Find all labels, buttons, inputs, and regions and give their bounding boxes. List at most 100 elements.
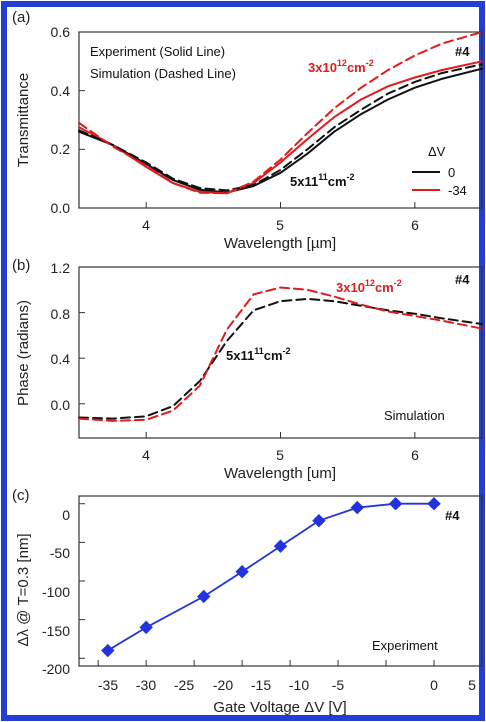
panel-c-xtick-label: -30 [136, 677, 156, 693]
panel-c-xtick-label: 5 [468, 677, 476, 693]
panel-c-label: (c) [12, 487, 30, 504]
panel-b-xtick-label: 6 [411, 447, 419, 463]
panel-b-black-density-unit-exp: -2 [283, 346, 291, 356]
panel-a-red-density: 3x1012cm-2 [308, 58, 374, 75]
panel-b-red-density-base: 3x10 [336, 280, 365, 295]
panel-a-xtick-labels: 4 5 6 [142, 217, 419, 233]
panel-a-xlabel: Wavelength [µm] [224, 235, 336, 252]
panel-b-red-density-unit-exp: -2 [394, 278, 402, 288]
panel-b-corner-label: Simulation [384, 408, 445, 423]
panel-c-data-point [273, 539, 288, 553]
panel-c-data-point [350, 500, 364, 515]
panel-c-ylabel: Δλ @ T=0.3 [nm] [15, 533, 32, 646]
panel-a: (a) 0.0 0.2 0.4 0.6 4 5 6 Wavelength [µm… [12, 9, 483, 252]
panel-a-legend-label-34: -34 [448, 183, 467, 198]
panel-c-xtick-label: -25 [174, 677, 194, 693]
panel-b-series [78, 286, 483, 422]
panel-a-red-density-exp: 12 [337, 58, 347, 68]
panel-a-legend-line2: Simulation (Dashed Line) [90, 66, 236, 81]
panel-b-series-line-0 [78, 297, 483, 420]
panel-c-data-point [139, 620, 153, 635]
panel-a-black-density-unit-exp: -2 [347, 172, 355, 182]
panel-b-ylabel: Phase (radians) [15, 300, 32, 406]
panel-c-xlabel: Gate Voltage ΔV [V] [213, 699, 346, 716]
panel-b-ytick-label: 0.4 [51, 351, 71, 367]
panel-b-ytick-label: 0.0 [51, 397, 71, 413]
panel-c-data-point [101, 643, 115, 658]
panel-c-series-line-0 [106, 502, 435, 652]
panel-a-series-line-3 [78, 31, 483, 195]
panel-c: (c) 0 -50 -100 -150 -200 -35 -30 -25 -20… [12, 487, 483, 716]
panel-a-ytick-label: 0.4 [51, 83, 71, 99]
panel-c-xtick-label: -20 [213, 677, 233, 693]
panel-b-red-density: 3x1012cm-2 [336, 278, 402, 295]
panel-a-legend-line1: Experiment (Solid Line) [90, 44, 225, 59]
panel-a-legend-label-0: 0 [448, 165, 455, 180]
panel-a-series-line-0 [78, 67, 483, 194]
panel-a-ytick-label: 0.2 [51, 141, 71, 157]
panel-b-black-density: 5x1111cm-2 [226, 346, 291, 363]
panel-a-ytick-label: 0.6 [51, 24, 71, 40]
panel-b-black-density-unit: cm [264, 348, 283, 363]
panel-a-xtick-label: 6 [411, 217, 419, 233]
panel-c-ytick-label: -50 [50, 545, 70, 561]
panel-c-ticks [79, 503, 483, 666]
panel-a-series-line-2 [78, 63, 483, 192]
panel-b-ticks [79, 266, 416, 438]
panel-c-ytick-labels: 0 -50 -100 -150 -200 [42, 507, 70, 677]
panel-c-xtick-label: -35 [98, 677, 118, 693]
panel-b-sample-label: #4 [455, 272, 470, 287]
panel-b-black-density-base: 5x11 [226, 348, 254, 363]
panel-c-ytick-label: -100 [42, 584, 70, 600]
panel-a-label: (a) [12, 9, 30, 26]
panel-b-black-density-exp: 11 [254, 346, 264, 356]
panel-c-ytick-label: -150 [42, 623, 70, 639]
panel-a-ylabel: Transmittance [15, 73, 32, 167]
panel-a-ytick-label: 0.0 [51, 200, 71, 216]
panel-b-red-density-exp: 12 [365, 278, 375, 288]
panel-c-sample-label: #4 [445, 508, 460, 523]
panel-a-xtick-label: 4 [142, 217, 150, 233]
panel-c-corner-label: Experiment [372, 638, 438, 653]
panel-a-red-density-unit-exp: -2 [366, 58, 374, 68]
panel-c-xtick-labels: -35 -30 -25 -20 -15 -10 -5 0 5 [98, 677, 476, 693]
panel-a-black-density: 5x1111cm-2 [290, 172, 355, 189]
panel-b-xtick-label: 4 [142, 447, 150, 463]
panel-b-xtick-labels: 4 5 6 [142, 447, 419, 463]
panel-c-data-point [312, 514, 326, 528]
panel-c-data-point [235, 565, 249, 579]
panel-c-ytick-label: -200 [42, 661, 70, 677]
panel-a-ytick-labels: 0.0 0.2 0.4 0.6 [51, 24, 71, 216]
panel-a-black-density-exp: 11 [318, 172, 328, 182]
panel-b-ytick-label: 0.8 [51, 306, 71, 322]
panel-a-red-density-base: 3x10 [308, 60, 337, 75]
panel-a-xtick-label: 5 [276, 217, 284, 233]
panel-b-ytick-labels: 0.0 0.4 0.8 1.2 [51, 260, 71, 413]
panel-c-series [101, 497, 441, 658]
panel-c-data-point [388, 497, 403, 511]
panel-b-ytick-label: 1.2 [51, 260, 71, 276]
panel-a-black-density-unit: cm [328, 174, 347, 189]
panel-a-dv-legend: ΔV 0 -34 [412, 144, 467, 198]
panel-a-black-density-base: 5x11 [290, 174, 318, 189]
panel-a-ticks [79, 31, 416, 209]
panel-c-xtick-label: -10 [289, 677, 309, 693]
panel-c-xtick-label: -5 [332, 677, 345, 693]
panel-b-red-density-unit: cm [375, 280, 394, 295]
panel-a-series [78, 31, 483, 195]
panel-b-xtick-label: 5 [276, 447, 284, 463]
panel-c-ytick-label: 0 [62, 507, 70, 523]
panel-a-sample-label: #4 [455, 44, 470, 59]
panel-c-data-point [427, 497, 441, 511]
panel-a-dv-header: ΔV [428, 144, 446, 159]
panel-c-data-point [197, 589, 211, 604]
panel-a-red-density-unit: cm [347, 60, 366, 75]
panel-b-label: (b) [12, 257, 30, 274]
panel-c-xtick-label: -15 [251, 677, 271, 693]
panel-b: (b) 0.0 0.4 0.8 1.2 4 5 6 Wavelength [um… [12, 257, 483, 482]
panel-b-xlabel: Wavelength [um] [224, 465, 336, 482]
panel-b-series-line-1 [78, 286, 483, 422]
panel-c-xtick-label: 0 [430, 677, 438, 693]
